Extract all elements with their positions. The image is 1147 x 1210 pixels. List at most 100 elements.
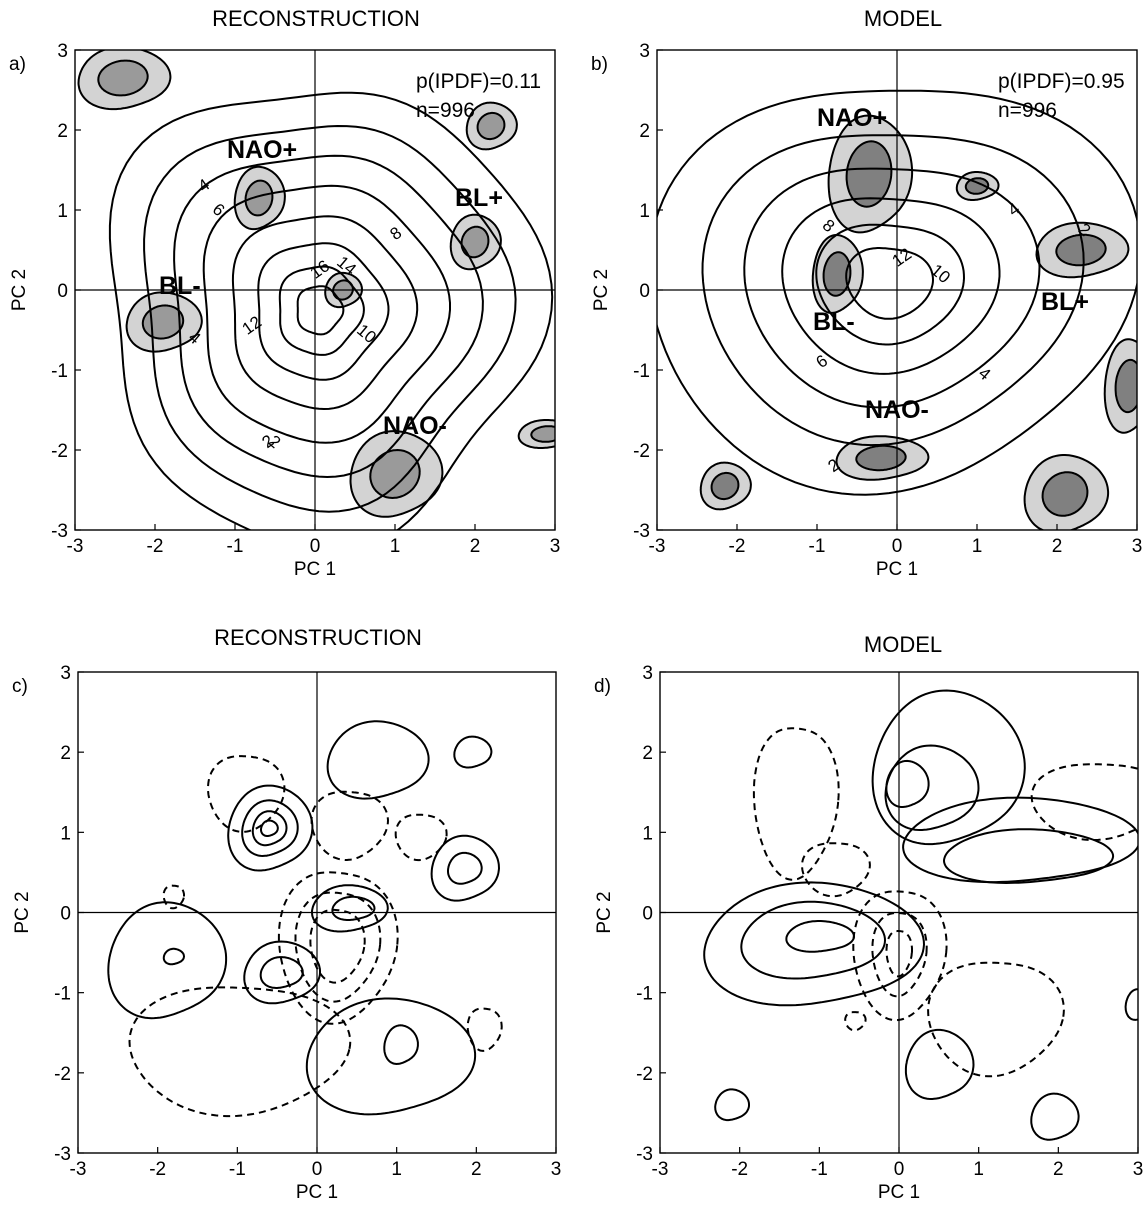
contour-line — [278, 265, 365, 356]
regime-label: NAO+ — [227, 136, 297, 164]
contour-field — [703, 689, 1138, 1141]
x-tick-label: -2 — [729, 536, 746, 557]
x-tick-label: 3 — [1132, 536, 1143, 557]
significance-core — [141, 304, 185, 340]
regime-label: BL- — [159, 272, 201, 300]
contour-line — [871, 689, 1026, 846]
x-tick-label: 1 — [390, 536, 401, 557]
y-tick-label: -1 — [636, 984, 653, 1005]
contour-line — [257, 242, 390, 381]
significance-core — [369, 448, 421, 500]
contour-line — [108, 91, 554, 530]
significance-core — [1114, 358, 1137, 414]
contour-field — [107, 720, 503, 1118]
contour-level-label: 10 — [927, 260, 954, 287]
contour-line — [885, 759, 930, 808]
contour-line — [447, 851, 483, 885]
x-tick-label: 2 — [1053, 1159, 1064, 1180]
contour-line — [781, 197, 1001, 375]
significance-core — [822, 251, 852, 297]
panel-title: RECONSTRUCTION — [214, 625, 422, 650]
contour-line — [1030, 763, 1138, 841]
x-tick-label: 3 — [1133, 1159, 1144, 1180]
significance-core — [845, 140, 893, 208]
panel-letter: a) — [9, 54, 26, 75]
y-tick-label: 1 — [642, 823, 653, 844]
significance-core — [1041, 471, 1089, 517]
contour-line — [844, 1011, 867, 1032]
y-axis-label: PC 2 — [9, 269, 30, 311]
panel-c: -3 -2 -1 0 1 2 3 -3 -2 -1 0 1 2 3 RECONSTRUCTION c) PC 1… — [12, 625, 561, 1203]
contour-line — [453, 735, 493, 769]
x-tick-label: -2 — [147, 536, 164, 557]
y-tick-label: 3 — [57, 41, 68, 62]
contour-field — [77, 50, 555, 530]
contour-line — [231, 215, 419, 411]
contour-line — [852, 890, 948, 1022]
x-tick-label: 0 — [892, 536, 903, 557]
y-tick-label: 3 — [60, 663, 71, 684]
significance-core — [476, 111, 506, 141]
significance-core — [460, 225, 490, 259]
contour-line — [305, 997, 477, 1116]
x-tick-label: 3 — [550, 536, 561, 557]
y-tick-label: 0 — [57, 281, 68, 302]
x-tick-label: 3 — [551, 1159, 562, 1180]
x-tick-label: -2 — [149, 1159, 166, 1180]
panel-letter: d) — [594, 676, 611, 697]
contour-line — [785, 920, 856, 953]
y-tick-label: 2 — [60, 743, 71, 764]
y-tick-label: 1 — [639, 201, 650, 222]
stat-annotation: n=996 — [416, 99, 475, 122]
x-tick-label: 0 — [310, 536, 321, 557]
contour-line — [845, 247, 935, 320]
contour-line — [752, 727, 840, 881]
y-tick-label: 1 — [57, 201, 68, 222]
stat-annotation: n=996 — [998, 99, 1057, 122]
significance-core — [1055, 233, 1107, 267]
y-axis-label: PC 2 — [12, 891, 33, 933]
y-axis-label: PC 2 — [591, 269, 612, 311]
contour-line — [703, 881, 926, 1007]
contour-line — [466, 1007, 503, 1052]
y-tick-label: -2 — [51, 441, 68, 462]
contour-line — [162, 947, 185, 966]
x-tick-label: 2 — [470, 536, 481, 557]
contour-line — [207, 755, 286, 833]
contour-line — [260, 819, 279, 837]
contour-line — [714, 1088, 750, 1122]
contour-line — [310, 790, 390, 861]
regime-label: NAO- — [865, 396, 929, 424]
contour-line — [657, 89, 1137, 496]
panel-d: -3 -2 -1 0 1 2 3 -3 -2 -1 0 1 2 3 MODEL d) PC 1 PC 2 — [594, 632, 1144, 1203]
contour-line — [128, 986, 352, 1118]
y-tick-label: 1 — [60, 823, 71, 844]
y-axis-label: PC 2 — [594, 891, 615, 933]
y-tick-label: 2 — [57, 121, 68, 142]
stat-annotation: p(IPDF)=0.11 — [416, 70, 541, 93]
y-tick-label: 0 — [642, 904, 653, 925]
y-tick-label: 2 — [639, 121, 650, 142]
x-axis-label: PC 1 — [878, 1182, 920, 1203]
regime-label: BL+ — [455, 184, 503, 212]
contour-line — [904, 1028, 975, 1100]
contour-level-label: 10 — [353, 320, 380, 347]
regime-label: NAO+ — [817, 104, 887, 132]
x-tick-label: -3 — [652, 1159, 669, 1180]
contour-field — [657, 89, 1137, 530]
contour-line — [311, 884, 389, 933]
contour-level-label: 4 — [975, 363, 994, 384]
y-tick-label: -2 — [633, 441, 650, 462]
contour-line — [202, 184, 451, 444]
y-tick-label: -2 — [636, 1064, 653, 1085]
y-tick-label: -1 — [54, 984, 71, 1005]
y-tick-label: -1 — [633, 361, 650, 382]
contour-line — [942, 828, 1115, 885]
contour-line — [383, 1024, 419, 1066]
contour-line — [294, 891, 382, 1003]
x-tick-label: -3 — [67, 536, 84, 557]
panel-title: MODEL — [864, 632, 942, 657]
contour-line — [331, 895, 376, 921]
